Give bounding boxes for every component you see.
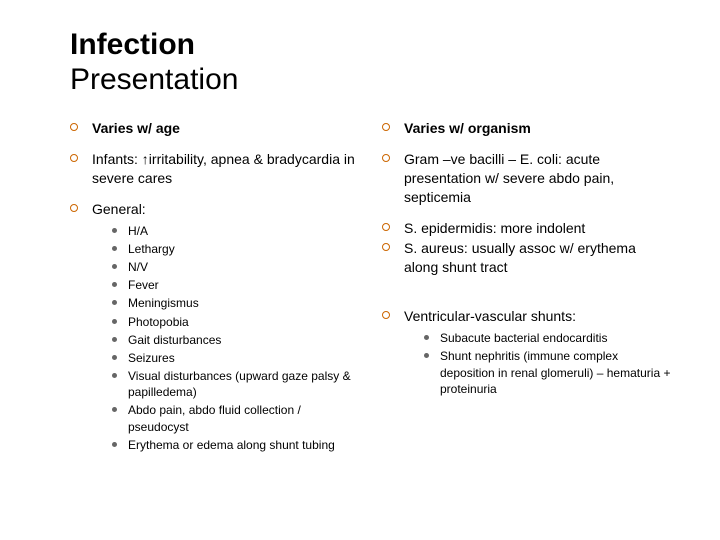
list-item-text: Visual disturbances (upward gaze palsy &…	[128, 369, 351, 399]
list-item: Meningismus	[112, 295, 360, 311]
list-item-text: Photopobia	[128, 315, 189, 329]
list-item: Gram –ve bacilli – E. coli: acute presen…	[382, 150, 672, 207]
list-item: S. epidermidis: more indolent	[382, 219, 672, 238]
title-bold: Infection	[70, 28, 195, 61]
list-item-text: Meningismus	[128, 296, 199, 310]
list-item: Erythema or edema along shunt tubing	[112, 437, 360, 453]
list-item: Ventricular-vascular shunts: Subacute ba…	[382, 307, 672, 397]
list-item: H/A	[112, 223, 360, 239]
right-list: Varies w/ organism Gram –ve bacilli – E.…	[382, 119, 672, 277]
list-item-text: S. aureus: usually assoc w/ erythema alo…	[404, 240, 636, 275]
list-item: Varies w/ age	[70, 119, 360, 138]
right-column: Varies w/ organism Gram –ve bacilli – E.…	[382, 119, 672, 465]
left-sublist: H/A Lethargy N/V Fever Meningismus Photo…	[92, 223, 360, 453]
list-item-text: Subacute bacterial endocarditis	[440, 331, 607, 345]
list-item: Lethargy	[112, 241, 360, 257]
slide-title: Infection Presentation	[70, 28, 672, 97]
list-item: Seizures	[112, 350, 360, 366]
list-item-text: Abdo pain, abdo fluid collection / pseud…	[128, 403, 301, 433]
list-item: Fever	[112, 277, 360, 293]
left-column: Varies w/ age Infants: ↑irritability, ap…	[70, 119, 360, 465]
list-item-text: Erythema or edema along shunt tubing	[128, 438, 335, 452]
list-item: N/V	[112, 259, 360, 275]
title-normal: Presentation	[70, 63, 238, 96]
list-item-text: Varies w/ organism	[404, 120, 531, 136]
list-item: Infants: ↑irritability, apnea & bradycar…	[70, 150, 360, 188]
list-item-text: General:	[92, 201, 146, 217]
list-item-text: Shunt nephritis (immune complex depositi…	[440, 349, 670, 395]
list-item-text: Lethargy	[128, 242, 175, 256]
content-columns: Varies w/ age Infants: ↑irritability, ap…	[70, 119, 672, 465]
right-sublist: Subacute bacterial endocarditis Shunt ne…	[404, 330, 672, 397]
list-item-text: N/V	[128, 260, 148, 274]
list-item: Subacute bacterial endocarditis	[424, 330, 672, 346]
list-item-text: H/A	[128, 224, 148, 238]
list-item-text: Gram –ve bacilli – E. coli: acute presen…	[404, 151, 614, 205]
list-item: Gait disturbances	[112, 332, 360, 348]
slide: Infection Presentation Varies w/ age Inf…	[0, 0, 720, 540]
list-item: Varies w/ organism	[382, 119, 672, 138]
left-list: Varies w/ age Infants: ↑irritability, ap…	[70, 119, 360, 453]
list-item-text: Seizures	[128, 351, 175, 365]
list-item: Shunt nephritis (immune complex depositi…	[424, 348, 672, 397]
list-item-text: Ventricular-vascular shunts:	[404, 308, 576, 324]
list-item-text: Infants: ↑irritability, apnea & bradycar…	[92, 151, 355, 186]
list-item: Abdo pain, abdo fluid collection / pseud…	[112, 402, 360, 434]
list-item-text: S. epidermidis: more indolent	[404, 220, 585, 236]
list-item-text: Gait disturbances	[128, 333, 221, 347]
list-item-text: Varies w/ age	[92, 120, 180, 136]
list-item: Photopobia	[112, 314, 360, 330]
spacer	[382, 289, 672, 307]
list-item-text: Fever	[128, 278, 159, 292]
list-item: Visual disturbances (upward gaze palsy &…	[112, 368, 360, 400]
list-item: S. aureus: usually assoc w/ erythema alo…	[382, 239, 672, 277]
list-item: General: H/A Lethargy N/V Fever Meningis…	[70, 200, 360, 453]
right-list-2: Ventricular-vascular shunts: Subacute ba…	[382, 307, 672, 397]
